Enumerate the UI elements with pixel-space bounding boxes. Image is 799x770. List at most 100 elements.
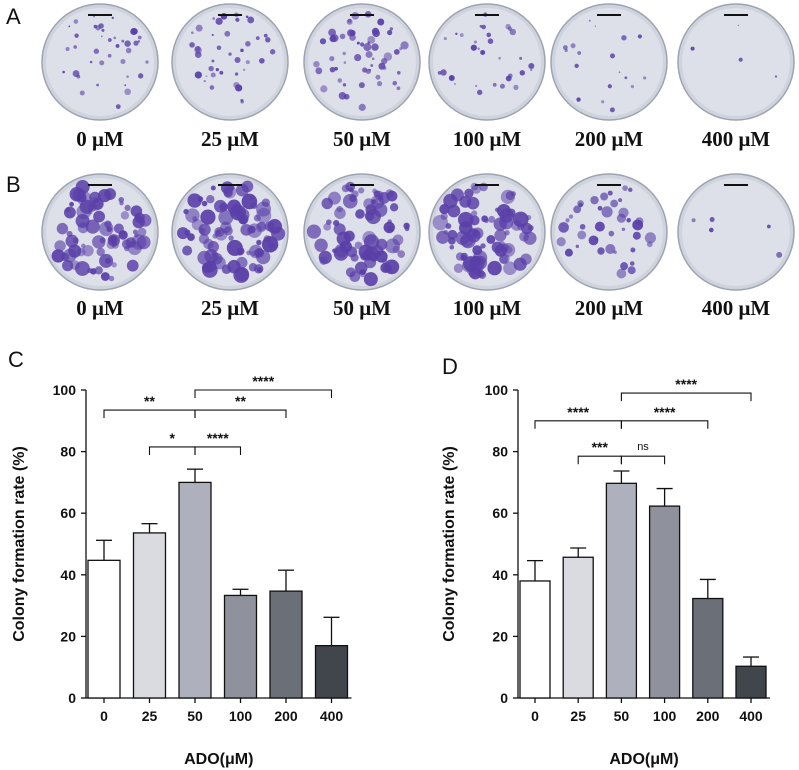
colony-dot xyxy=(187,193,202,208)
colony-dot xyxy=(392,80,398,86)
petri-dish xyxy=(171,3,289,121)
colony-dot xyxy=(568,214,574,219)
y-tick-label: 80 xyxy=(492,444,508,460)
colony-dot xyxy=(766,224,771,229)
colony-dot xyxy=(337,78,343,83)
colony-dot xyxy=(594,237,599,241)
colony-dot xyxy=(195,24,203,32)
dose-label: 400 μM xyxy=(701,127,771,151)
colony-dot xyxy=(440,212,448,220)
colony-dot xyxy=(508,73,513,79)
significance-label: ** xyxy=(235,393,246,409)
bar xyxy=(519,580,551,699)
colony-dot xyxy=(100,35,103,38)
colony-dot xyxy=(342,51,346,56)
colony-dot xyxy=(251,250,257,257)
significance-label: **** xyxy=(654,404,676,420)
colony-dot xyxy=(65,47,70,52)
panel-letter-b: B xyxy=(6,172,21,197)
colony-dot xyxy=(616,213,626,223)
colony-dot xyxy=(194,71,202,79)
colony-dot xyxy=(107,38,112,42)
colony-dot xyxy=(182,245,193,256)
colony-dot xyxy=(82,245,94,257)
colony-dot xyxy=(608,230,615,237)
colony-dot xyxy=(100,272,110,281)
colony-dot xyxy=(101,28,105,32)
colony-dot xyxy=(73,19,79,24)
colony-dot xyxy=(236,256,248,269)
colony-dot xyxy=(215,17,223,25)
colony-dot xyxy=(313,60,320,68)
bar xyxy=(87,559,121,699)
x-axis-title: ADO(μM) xyxy=(184,751,253,768)
colony-dot xyxy=(343,61,347,64)
colony-dot xyxy=(466,196,480,210)
colony-dot xyxy=(646,241,653,248)
colony-dot xyxy=(443,193,458,209)
colony-dot xyxy=(371,43,379,51)
colony-dot xyxy=(339,33,346,40)
colony-dot xyxy=(487,38,494,44)
significance-label: * xyxy=(170,430,176,446)
colony-dot xyxy=(556,237,566,247)
colony-dot xyxy=(210,72,216,78)
colony-dot xyxy=(637,34,642,39)
colony-dot xyxy=(108,235,118,245)
colony-dot xyxy=(207,240,219,253)
colony-dot xyxy=(519,231,529,242)
colony-dot xyxy=(124,40,131,47)
colony-dot xyxy=(467,227,478,238)
colony-dot xyxy=(65,234,79,248)
colony-dot xyxy=(192,216,198,221)
colony-dot xyxy=(396,86,401,91)
panel-letter-a: A xyxy=(6,4,21,29)
colony-dot xyxy=(358,103,366,111)
colony-dot xyxy=(120,211,130,220)
significance-label: **** xyxy=(567,404,589,420)
colony-dot xyxy=(68,25,71,28)
significance-bracket xyxy=(103,409,196,419)
colony-dot xyxy=(51,249,65,263)
colony-dot xyxy=(517,223,525,231)
colony-dot xyxy=(386,190,398,202)
colony-dot xyxy=(319,256,328,265)
colony-dish-photos xyxy=(41,3,795,291)
colony-dot xyxy=(73,45,78,49)
petri-dish xyxy=(550,3,668,121)
colony-dot xyxy=(89,60,93,64)
colony-dot xyxy=(226,239,243,256)
colony-dot xyxy=(209,85,215,90)
colony-dot xyxy=(459,33,464,37)
colony-dot xyxy=(62,260,74,272)
colony-dot xyxy=(99,60,105,66)
colony-dot xyxy=(575,244,580,249)
colony-dot xyxy=(190,31,194,35)
colony-dot xyxy=(218,210,234,226)
colony-dot xyxy=(197,196,204,202)
colony-dot xyxy=(93,48,100,54)
colony-dot xyxy=(601,206,613,218)
dose-label: 25 μM xyxy=(201,296,259,320)
colony-dot xyxy=(443,36,447,41)
colony-dot xyxy=(320,85,328,93)
colony-dot xyxy=(354,53,362,62)
colony-dot xyxy=(393,48,400,55)
petri-dish xyxy=(41,3,159,121)
colony-dot xyxy=(350,253,359,262)
colony-dot xyxy=(505,23,511,30)
x-tick-label: 50 xyxy=(187,708,203,724)
x-tick-label: 50 xyxy=(614,708,630,724)
dose-label: 400 μM xyxy=(701,296,771,320)
colony-dot xyxy=(235,267,249,281)
colony-dot xyxy=(627,266,636,275)
colony-dot xyxy=(481,24,486,30)
colony-dot xyxy=(126,259,139,272)
colony-dot xyxy=(397,70,401,75)
significance-label: **** xyxy=(207,430,229,446)
colony-dot xyxy=(643,76,647,80)
colony-dot xyxy=(75,261,90,276)
colony-dot xyxy=(521,222,533,235)
colony-dot xyxy=(245,41,251,47)
colony-dot xyxy=(133,40,139,46)
